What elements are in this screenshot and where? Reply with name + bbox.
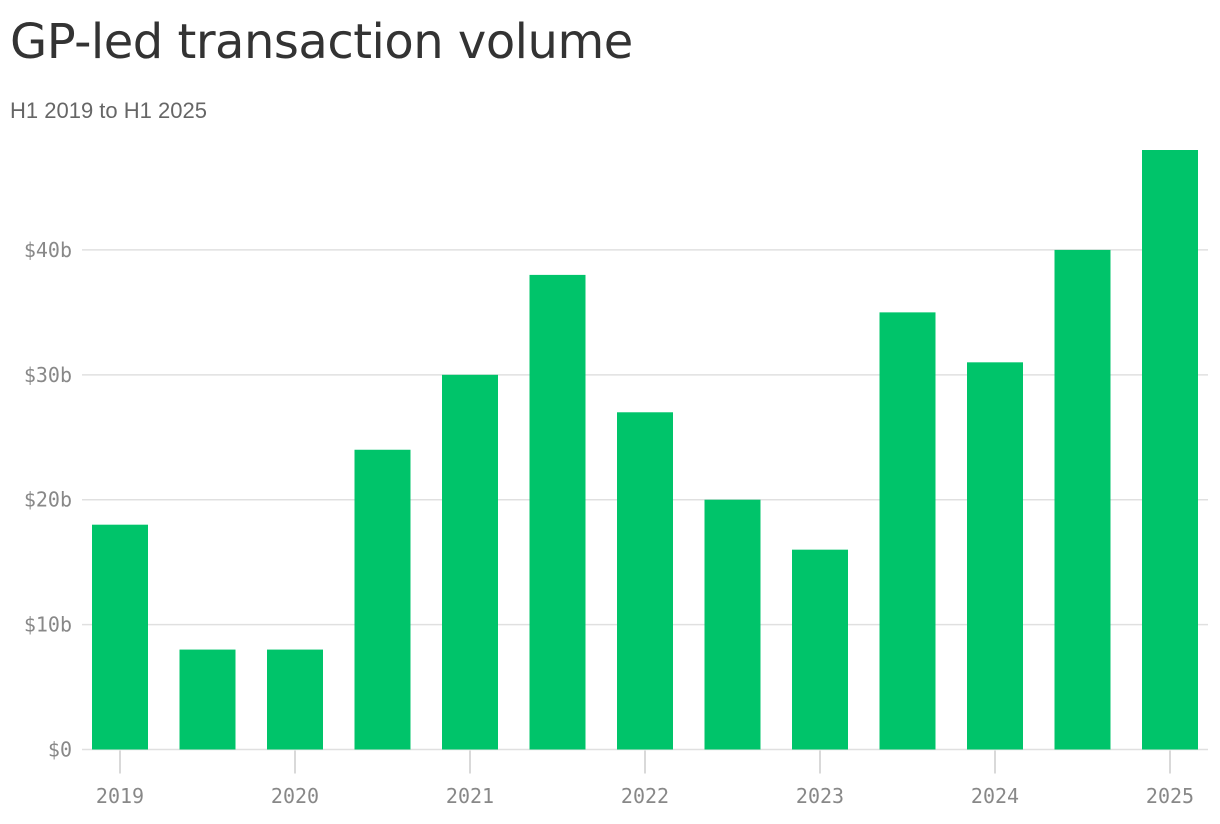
bar-h2-2023	[879, 312, 936, 750]
bars	[92, 150, 1198, 750]
bar-h2-2020	[354, 449, 411, 750]
bar-h1-2022	[617, 412, 673, 750]
bar-h1-2019	[92, 524, 148, 750]
bar-h2-2021	[529, 274, 586, 750]
y-tick-label: $10b	[24, 613, 72, 637]
y-axis-labels: $0 $10b $20b $30b $40b	[24, 238, 72, 762]
bar-h2-2024	[1054, 249, 1111, 750]
x-tick-label: 2025	[1146, 784, 1194, 808]
x-tick-label: 2019	[96, 784, 144, 808]
x-tick-label: 2021	[446, 784, 494, 808]
bar-h1-2021	[442, 374, 498, 750]
x-tick-label: 2024	[971, 784, 1019, 808]
chart-title: GP-led transaction volume	[10, 14, 633, 70]
y-tick-label: $40b	[24, 238, 72, 262]
x-tick-label: 2022	[621, 784, 669, 808]
x-tick-label: 2023	[796, 784, 844, 808]
chart-subtitle: H1 2019 to H1 2025	[10, 98, 207, 123]
y-tick-label: $20b	[24, 488, 72, 512]
bar-h1-2023	[792, 549, 848, 750]
y-tick-label: $30b	[24, 363, 72, 387]
x-tick-label: 2020	[271, 784, 319, 808]
bar-h1-2025	[1142, 150, 1198, 750]
bar-h2-2022	[704, 499, 761, 750]
bar-h2-2019	[179, 649, 236, 750]
y-tick-label: $0	[48, 738, 72, 762]
x-axis: 2019 2020 2021 2022 2023 2024 2025	[96, 750, 1194, 808]
bar-h1-2024	[967, 362, 1023, 750]
bar-h1-2020	[267, 649, 323, 750]
